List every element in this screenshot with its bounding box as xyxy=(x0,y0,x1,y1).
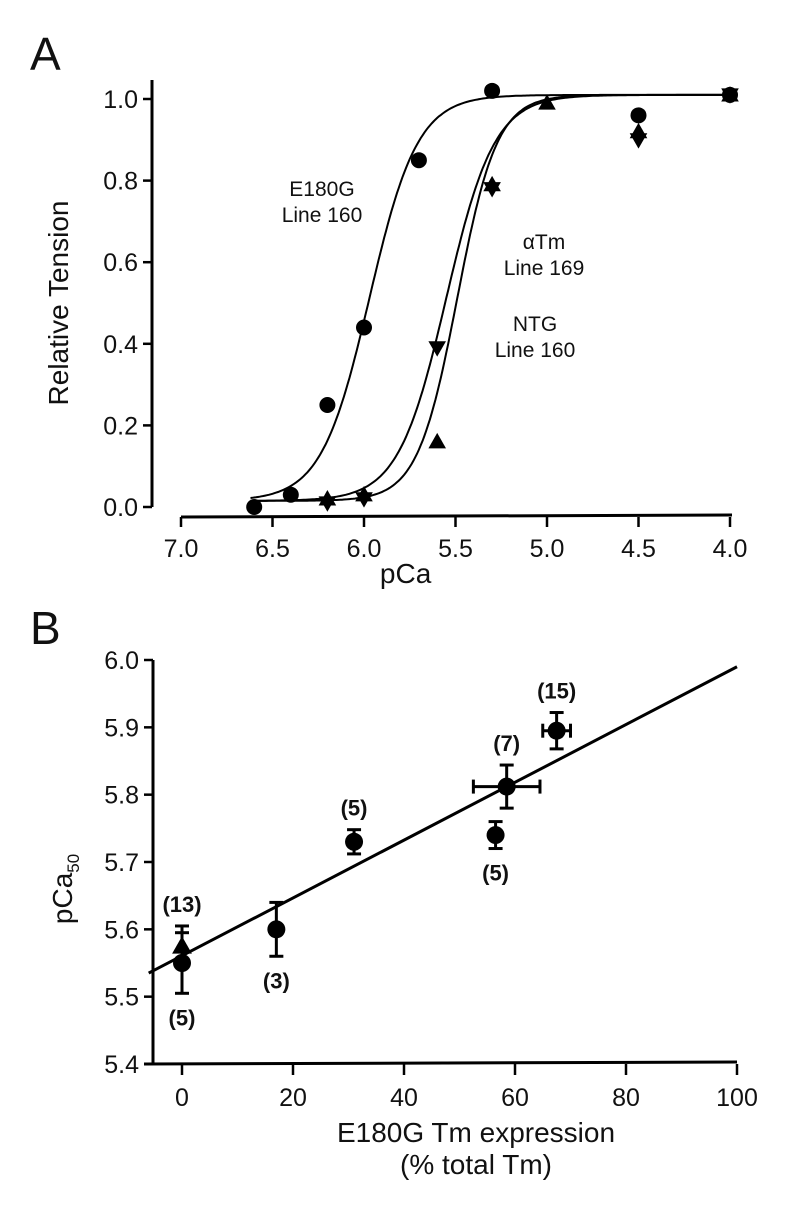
data-point-group: (5) xyxy=(482,820,509,886)
y-tick-label: 0.2 xyxy=(103,412,138,440)
x-tick-label: 4.0 xyxy=(713,535,748,563)
n-label: (7) xyxy=(493,731,520,756)
n-label: (3) xyxy=(263,968,290,993)
data-point xyxy=(345,832,364,851)
y-tick-label: 0.6 xyxy=(103,249,138,277)
y-axis-title-main: pCa xyxy=(47,872,78,924)
data-point-group: (7) xyxy=(471,731,542,810)
y-tick-label: 5.6 xyxy=(104,916,139,944)
x-tick-label: 60 xyxy=(501,1084,529,1112)
y-tick-label: 1.0 xyxy=(103,86,138,114)
n-label: (5) xyxy=(341,796,368,821)
x-axis-line xyxy=(143,1060,738,1066)
panel-a-fit-curves xyxy=(250,93,732,502)
data-point xyxy=(428,432,446,449)
panel-b-label: B xyxy=(30,602,61,654)
data-point xyxy=(497,777,516,796)
data-point xyxy=(538,94,556,110)
x-tick-label: 100 xyxy=(716,1084,758,1112)
x-tick-label: 20 xyxy=(279,1084,307,1112)
panel-a-axes: 0.0 0.2 0.4 0.6 0.8 1.0 7.0 6.5 6.0 5.5 5.0 4.5 4.0 p… xyxy=(43,80,747,589)
x-tick-label: 4.5 xyxy=(621,535,656,563)
regression-line xyxy=(148,665,738,975)
y-tick-label: 5.5 xyxy=(104,984,139,1012)
n-label: (5) xyxy=(169,1005,196,1030)
data-point xyxy=(318,490,337,506)
data-point xyxy=(319,397,336,413)
x-axis-title: pCa xyxy=(380,558,432,589)
data-point xyxy=(267,920,286,939)
y-axis-title: pCa50 xyxy=(47,854,83,924)
y-tick-label: 5.8 xyxy=(104,782,139,810)
data-point xyxy=(629,122,648,139)
y-tick-label: 0.8 xyxy=(103,168,138,196)
data-point xyxy=(484,82,501,99)
data-point xyxy=(428,341,446,357)
y-tick-label: 6.0 xyxy=(104,647,139,675)
data-point-group: (3) xyxy=(263,900,290,993)
data-point xyxy=(246,499,263,515)
panel-a-series-labels: E180G Line 160 αTm Line 169 NTG Line 160 xyxy=(282,178,585,362)
panel-a-points xyxy=(246,82,739,515)
y-tick-label: 0.0 xyxy=(103,494,138,522)
x-tick-label: 6.5 xyxy=(255,535,290,563)
panel-a-chart: 0.0 0.2 0.4 0.6 0.8 1.0 7.0 6.5 6.0 5.5 5.0 4.5 4.0 p… xyxy=(43,80,747,589)
panel-b-regression xyxy=(148,665,738,975)
x-tick-label: 40 xyxy=(390,1084,418,1112)
x-tick-label: 7.0 xyxy=(164,535,199,563)
x-tick-label: 6.0 xyxy=(347,535,382,563)
panel-b-points: (5) (13) (3) (5) (5) (7) (15) xyxy=(162,679,576,1031)
x-tick-label: 80 xyxy=(612,1084,640,1112)
data-point xyxy=(282,486,299,503)
panel-a-label: A xyxy=(30,28,61,80)
series-label-line: αTm xyxy=(523,231,565,254)
y-axis-title: Relative Tension xyxy=(43,201,74,406)
n-label: (5) xyxy=(482,861,509,886)
y-tick-label: 0.4 xyxy=(103,331,138,359)
x-axis-title-line: E180G Tm expression xyxy=(337,1117,615,1148)
n-label: (13) xyxy=(162,892,201,917)
x-tick-label: 5.0 xyxy=(530,535,565,563)
x-tick-label: 5.5 xyxy=(438,535,473,563)
series-label-line: NTG xyxy=(513,313,557,336)
data-point xyxy=(355,485,373,502)
fit-curve-2 xyxy=(250,93,732,502)
series-label-line: Line 169 xyxy=(504,257,585,280)
data-point xyxy=(547,721,566,740)
data-point xyxy=(356,319,372,336)
x-tick-label: 0 xyxy=(175,1084,189,1112)
panel-b-axes: 5.4 5.5 5.6 5.7 5.8 5.9 6.0 0 20 40 60 80 100 E180G T… xyxy=(47,647,758,1180)
y-tick-label: 5.4 xyxy=(104,1051,139,1079)
panel-b-chart: 5.4 5.5 5.6 5.7 5.8 5.9 6.0 0 20 40 60 80 100 E180G T… xyxy=(47,647,758,1180)
data-point-group: (5) xyxy=(341,796,368,856)
data-point xyxy=(172,936,192,954)
data-point xyxy=(410,152,427,169)
x-axis-line xyxy=(180,513,733,519)
data-point xyxy=(486,826,505,845)
series-label-line: Line 160 xyxy=(282,204,363,227)
series-label-line: E180G xyxy=(289,178,354,201)
y-axis-title-subscript: 50 xyxy=(64,854,83,873)
data-point xyxy=(721,86,739,102)
series-label-line: Line 160 xyxy=(495,339,576,362)
x-axis-title-line: (% total Tm) xyxy=(400,1149,552,1180)
y-tick-label: 5.7 xyxy=(104,849,139,877)
data-point-group: (13) xyxy=(162,892,202,968)
n-label: (15) xyxy=(537,679,576,704)
data-point-group: (15) xyxy=(537,679,576,751)
y-tick-label: 5.9 xyxy=(104,714,139,742)
data-point xyxy=(630,107,647,124)
data-point xyxy=(483,175,501,192)
